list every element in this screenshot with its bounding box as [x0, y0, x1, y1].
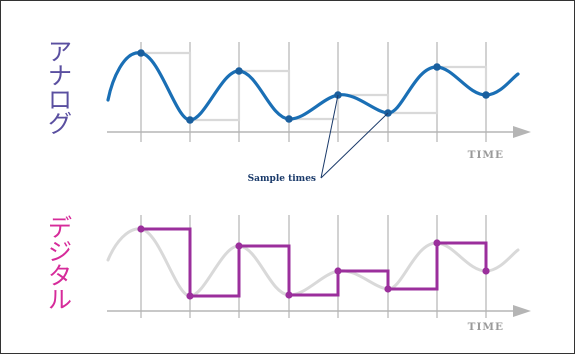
analog-axis-arrowhead — [513, 126, 531, 138]
callout-line-1 — [320, 94, 339, 179]
analog-label-char-1: ア — [48, 38, 72, 66]
analog-sample-dot-4 — [285, 115, 293, 123]
analog-sample-dot-2 — [186, 116, 194, 124]
digital-sample-dot-1 — [137, 225, 145, 233]
digital-label-char-2: ジ — [48, 238, 72, 266]
analog-panel: TIME Sample times ア ナ ロ グ — [48, 38, 531, 184]
digital-sample-dot-3 — [235, 242, 243, 250]
digital-sample-gridlines — [140, 215, 487, 318]
digital-label-char-3: タ — [48, 262, 72, 290]
digital-sample-points — [137, 225, 490, 300]
digital-sample-dot-5 — [334, 267, 342, 275]
digital-sample-dot-6 — [384, 285, 392, 293]
digital-panel: TIME デ ジ タ ル — [48, 214, 531, 333]
digital-sample-dot-2 — [186, 292, 194, 300]
analog-label-char-3: ロ — [48, 86, 72, 114]
analog-side-label: ア ナ ロ グ — [48, 38, 72, 138]
analog-label-char-2: ナ — [48, 62, 72, 90]
callout-label: Sample times — [248, 174, 316, 184]
digital-axis-label: TIME — [468, 321, 504, 333]
analog-label-char-4: グ — [48, 110, 72, 138]
digital-sample-dot-4 — [285, 291, 293, 299]
analog-sample-dot-1 — [137, 49, 145, 57]
analog-sample-points — [137, 49, 490, 124]
analog-ghost-steps — [141, 51, 488, 122]
analog-waveform — [106, 51, 520, 122]
digital-sample-dot-8 — [482, 267, 490, 275]
analog-sample-dot-8 — [482, 91, 490, 99]
analog-axis-label: TIME — [468, 149, 504, 161]
digital-sample-dot-7 — [433, 239, 441, 247]
callout-pointer-lines — [320, 94, 389, 179]
digital-ghost-wave — [106, 227, 520, 298]
digital-label-char-1: デ — [48, 214, 72, 242]
digital-step-signal — [141, 227, 488, 298]
callout-line-2 — [320, 112, 389, 179]
digital-side-label: デ ジ タ ル — [48, 214, 72, 314]
analog-sample-dot-7 — [433, 63, 441, 71]
analog-sample-dot-3 — [235, 67, 243, 75]
digital-axis-arrowhead — [513, 305, 531, 317]
analog-sample-gridlines — [140, 42, 487, 142]
digital-label-char-4: ル — [48, 286, 72, 314]
